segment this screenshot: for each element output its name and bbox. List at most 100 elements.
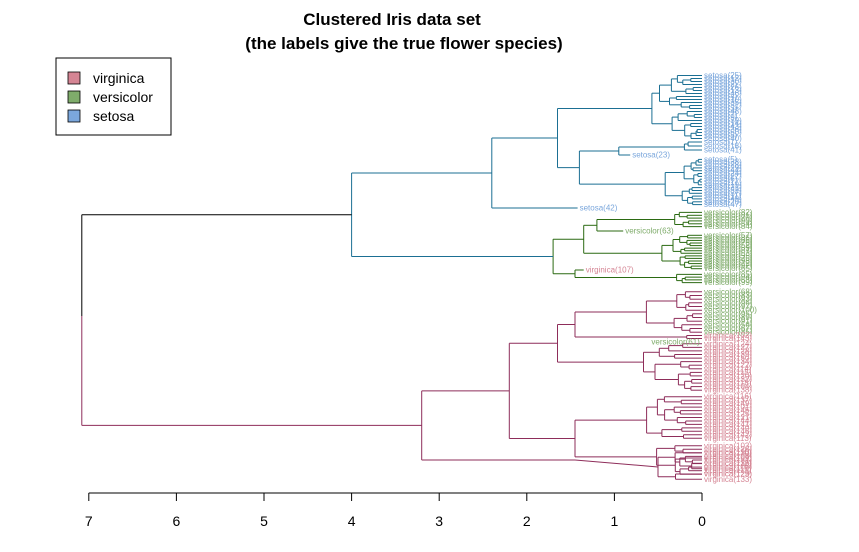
- leaf-label: virginica(120): [704, 371, 752, 380]
- leaf-label: virginica(106): [704, 463, 752, 472]
- leaf-label: virginica(113): [704, 434, 752, 443]
- leaf-label: versicolor(54): [704, 219, 753, 228]
- leaf-label: virginica(144): [704, 417, 752, 426]
- leaf-label: setosa(28): [704, 161, 742, 170]
- x-tick-label: 4: [348, 513, 356, 529]
- leaf-label: setosa(27): [704, 172, 742, 181]
- leaf-label: setosa(47): [704, 200, 742, 209]
- leaf-label: versicolor(59): [704, 244, 753, 253]
- leaf-label: virginica(150): [704, 354, 752, 363]
- leaf-label: virginica(132): [704, 375, 752, 384]
- leaf-label: versicolor(82): [704, 208, 753, 217]
- leaf-label: setosa(37): [704, 189, 742, 198]
- leaf-label: versicolor(67): [704, 324, 753, 333]
- leaf-label: virginica(122): [704, 361, 752, 370]
- legend-label: setosa: [93, 108, 134, 124]
- x-tick-label: 0: [698, 513, 706, 529]
- leaf-label: virginica(141): [704, 420, 752, 429]
- leaf-label: versicolor(52): [704, 241, 753, 250]
- leaf-label: virginica(107): [586, 266, 634, 275]
- leaf-label: versicolor(55): [704, 251, 753, 260]
- leaf-label: versicolor(100): [704, 306, 757, 315]
- leaf-labels: setosa(25)setosa(12)setosa(30)setosa(2)s…: [580, 71, 758, 484]
- leaf-label: setosa(25): [704, 71, 742, 80]
- x-axis: 7 6 5 4 3 2 1 0: [85, 492, 706, 529]
- leaf-label: versicolor(58): [704, 275, 753, 284]
- leaf-label: setosa(21): [704, 183, 742, 192]
- leaf-label: versicolor(70): [704, 214, 753, 223]
- leaf-label: setosa(2): [704, 80, 738, 89]
- legend-swatch: [67, 90, 81, 104]
- leaf-label: versicolor(90): [704, 216, 753, 225]
- leaf-label: setosa(10): [704, 95, 742, 104]
- leaf-label: versicolor(96): [704, 298, 753, 307]
- leaf-label: virginica(133): [704, 475, 752, 484]
- leaf-label: setosa(14): [704, 119, 742, 128]
- leaf-label: setosa(1): [704, 138, 738, 147]
- leaf-label: setosa(19): [704, 180, 742, 189]
- leaf-label: virginica(125): [704, 410, 752, 419]
- leaf-label: setosa(26): [704, 83, 742, 92]
- leaf-label: virginica(114): [704, 364, 752, 373]
- leaf-label: virginica(130): [704, 448, 752, 457]
- leaf-label: virginica(101): [704, 403, 752, 412]
- leaf-label: virginica(121): [704, 413, 752, 422]
- leaf-label: virginica(142): [704, 430, 752, 439]
- leaf-label: virginica(123): [704, 470, 752, 479]
- leaf-label: virginica(145): [704, 406, 752, 415]
- leaf-label: versicolor(91): [704, 317, 753, 326]
- legend: virginica versicolor setosa: [55, 57, 172, 136]
- leaf-label: versicolor(76): [704, 239, 753, 248]
- legend-label: versicolor: [93, 89, 153, 105]
- leaf-label: virginica(139): [704, 350, 752, 359]
- leaf-label: setosa(49): [704, 194, 742, 203]
- leaf-label: versicolor(61): [651, 338, 700, 347]
- leaf-label: virginica(127): [704, 343, 752, 352]
- leaf-label: setosa(6): [704, 175, 738, 184]
- leaf-label: virginica(129): [704, 470, 752, 479]
- chart-title-line-1: Clustered Iris data set: [303, 10, 481, 29]
- leaf-label: setosa(39): [704, 116, 742, 125]
- leaf-label: virginica(131): [704, 456, 752, 465]
- leaf-label: setosa(43): [704, 122, 742, 131]
- legend-label: virginica: [93, 70, 145, 86]
- leaf-label: setosa(48): [704, 107, 742, 116]
- leaf-label: versicolor(85): [704, 328, 753, 337]
- leaf-label: virginica(138): [704, 386, 752, 395]
- leaf-label: setosa(7): [704, 110, 738, 119]
- leaf-label: virginica(112): [704, 459, 752, 468]
- leaf-label: versicolor(95): [704, 309, 753, 318]
- leaf-label: virginica(137): [704, 396, 752, 405]
- leaf-label: virginica(103): [704, 441, 752, 450]
- leaf-label: setosa(18): [704, 142, 742, 151]
- leaf-label: versicolor(75): [704, 254, 753, 263]
- leaf-label: setosa(11): [704, 192, 742, 201]
- leaf-label: virginica(136): [704, 459, 752, 468]
- legend-swatch: [67, 109, 81, 123]
- leaf-label: setosa(35): [704, 98, 742, 107]
- leaf-label: virginica(134): [704, 357, 752, 366]
- dendrogram-branch: [574, 459, 659, 468]
- leaf-label: versicolor(66): [704, 236, 753, 245]
- leaf-label: setosa(24): [704, 169, 742, 178]
- leaf-label: versicolor(97): [704, 302, 753, 311]
- leaf-label: versicolor(94): [704, 273, 753, 282]
- leaf-label: virginica(108): [704, 452, 752, 461]
- x-tick-label: 7: [85, 513, 93, 529]
- leaf-label: virginica(146): [704, 427, 752, 436]
- leaf-label: setosa(32): [704, 186, 742, 195]
- leaf-label: versicolor(86): [704, 233, 753, 242]
- leaf-label: versicolor(81): [704, 211, 753, 220]
- leaf-label: versicolor(57): [704, 231, 753, 240]
- leaf-label: virginica(104): [704, 382, 752, 391]
- leaf-label: virginica(140): [704, 423, 752, 432]
- leaf-label: setosa(5): [704, 155, 738, 164]
- dendrogram-branches: [81, 75, 702, 480]
- leaf-label: setosa(23): [632, 151, 670, 160]
- leaf-label: setosa(9): [704, 113, 738, 122]
- leaf-label: versicolor(85): [704, 270, 753, 279]
- x-tick-label: 6: [173, 513, 181, 529]
- leaf-label: versicolor(53): [704, 249, 753, 258]
- leaf-label: versicolor(84): [704, 222, 753, 231]
